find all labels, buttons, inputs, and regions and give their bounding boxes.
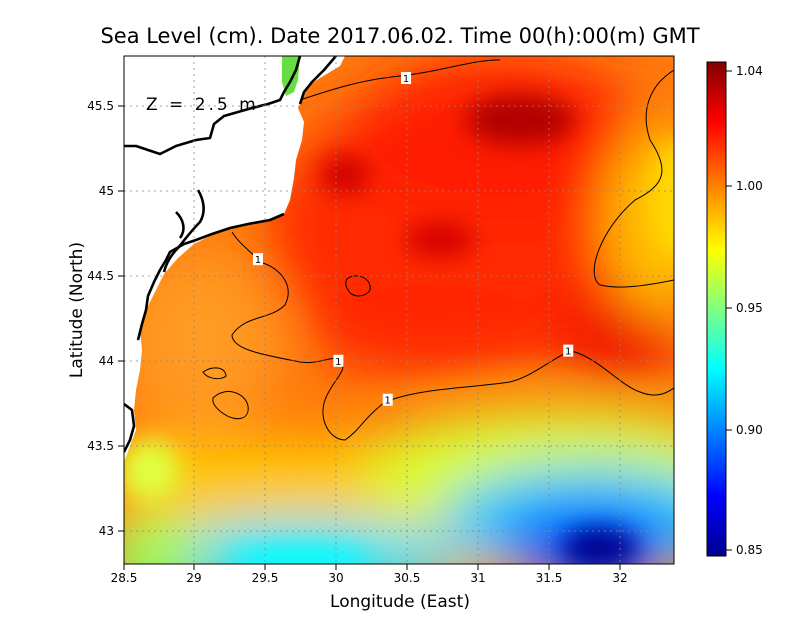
sea-level-field: [124, 56, 674, 564]
chart-title: Sea Level (cm). Date 2017.06.02. Time 00…: [100, 24, 699, 48]
y-tick-label: 45: [99, 184, 114, 198]
plot-frame: [123, 55, 675, 565]
axis-ticks: [118, 105, 621, 570]
contour-label: 1: [403, 74, 409, 85]
y-tick-label: 45.5: [87, 99, 114, 113]
contour-label: 1: [565, 347, 571, 358]
contour-label-bg: [382, 393, 393, 406]
y-tick-label: 44: [99, 354, 114, 368]
colorbar-tick-label: 0.95: [736, 301, 763, 315]
contour-label: 1: [385, 396, 391, 407]
contour-label-bg: [252, 253, 263, 266]
contour-label-bg: [563, 344, 574, 357]
x-tick-label: 32: [612, 571, 627, 585]
depth-label: Z = 2.5 m: [146, 95, 259, 115]
x-tick-labels: 28.5 29 29.5 30 30.5 31 31.5 32: [111, 571, 628, 585]
land-area: [124, 56, 345, 462]
contour-label-bg: [333, 354, 344, 367]
contour-lines: [202, 59, 674, 441]
grid-lines: [124, 56, 674, 564]
coastline: [124, 56, 337, 453]
colorbar-tick-label: 1.00: [736, 179, 763, 193]
x-tick-label: 31: [470, 571, 485, 585]
contour-label-bg: [401, 72, 412, 85]
x-tick-label: 29: [186, 571, 201, 585]
x-tick-label: 30: [328, 571, 343, 585]
colorbar-ticks: [726, 70, 732, 551]
x-tick-label: 30.5: [394, 571, 421, 585]
colorbar-tick-labels: 1.04 1.00 0.95 0.90 0.85: [736, 64, 763, 557]
contour-label-group: 1 1 1 1 1: [252, 72, 574, 407]
y-axis-label: Latitude (North): [67, 242, 87, 378]
colorbar-tick-label: 0.90: [736, 423, 763, 437]
contour-label: 1: [335, 357, 341, 368]
colorbar-tick-label: 1.04: [736, 64, 763, 78]
y-tick-label: 43: [99, 524, 114, 538]
x-tick-label: 31.5: [536, 571, 563, 585]
y-tick-label: 44.5: [87, 269, 114, 283]
y-tick-labels: 45.5 45 44.5 44 43.5 43: [87, 99, 114, 538]
contour-label: 1: [255, 255, 261, 266]
x-tick-label: 29.5: [252, 571, 279, 585]
colorbar-tick-label: 0.85: [736, 543, 763, 557]
colorbar: [706, 61, 727, 557]
x-tick-label: 28.5: [111, 571, 138, 585]
x-axis-label: Longitude (East): [330, 592, 470, 612]
y-tick-label: 43.5: [87, 439, 114, 453]
